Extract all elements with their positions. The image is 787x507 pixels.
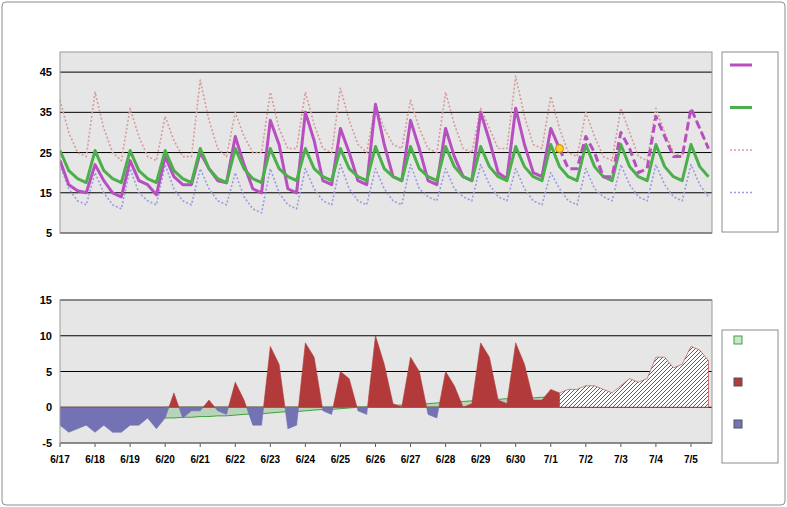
x-tick-label: 6/17 xyxy=(50,454,70,465)
x-tick xyxy=(305,443,306,447)
grid-line xyxy=(60,72,712,73)
x-tick-label: 6/23 xyxy=(261,454,281,465)
x-tick xyxy=(200,443,201,447)
below-area-group xyxy=(60,407,560,432)
above-area xyxy=(60,336,560,408)
x-tick xyxy=(445,443,446,447)
y-tick-label: 0 xyxy=(46,401,52,413)
y-tick-label: 35 xyxy=(40,106,52,118)
y-tick-label: 25 xyxy=(40,147,52,159)
x-tick xyxy=(480,443,481,447)
y-tick-label: 15 xyxy=(40,294,52,306)
y-tick-label: 10 xyxy=(40,330,52,342)
x-tick xyxy=(550,443,551,447)
x-tick xyxy=(515,443,516,447)
legend-swatch xyxy=(734,336,742,344)
x-tick-label: 6/29 xyxy=(471,454,491,465)
x-tick xyxy=(235,443,236,447)
x-tick xyxy=(585,443,586,447)
y-tick-label: 5 xyxy=(46,366,52,378)
x-tick-label: 7/3 xyxy=(614,454,628,465)
x-tick-label: 6/20 xyxy=(155,454,175,465)
x-tick-label: 6/22 xyxy=(226,454,246,465)
y-tick-label: 15 xyxy=(40,187,52,199)
legend-swatch xyxy=(734,420,742,428)
series-line xyxy=(560,108,709,176)
below-area xyxy=(60,407,560,432)
x-tick xyxy=(270,443,271,447)
y-tick-label: 5 xyxy=(46,227,52,239)
current-point xyxy=(556,145,564,153)
x-tick-label: 6/21 xyxy=(190,454,210,465)
x-tick-label: 6/28 xyxy=(436,454,456,465)
plot-background xyxy=(60,52,712,233)
x-tick-label: 6/27 xyxy=(401,454,421,465)
y-tick-label: -5 xyxy=(42,437,52,449)
x-tick-label: 7/1 xyxy=(544,454,558,465)
chart-canvas: 5 15 25 35 45 -5 0 5 10 15 6/17 6/18 6/19 6/20 6/21 6/2… xyxy=(0,0,787,507)
above-area-group xyxy=(60,336,560,408)
x-tick-label: 6/24 xyxy=(296,454,316,465)
x-tick xyxy=(95,443,96,447)
legend-box xyxy=(722,52,778,232)
grid-line xyxy=(60,335,712,336)
plot-frame xyxy=(60,300,712,443)
x-tick xyxy=(655,443,656,447)
series-line xyxy=(60,104,560,197)
plot-background xyxy=(60,300,712,443)
x-tick-label: 7/2 xyxy=(579,454,593,465)
x-tick-label: 6/26 xyxy=(366,454,386,465)
x-tick xyxy=(410,443,411,447)
legend-swatch xyxy=(730,106,752,109)
legend-swatch xyxy=(730,192,752,194)
x-tick xyxy=(620,443,621,447)
legend-swatch xyxy=(734,378,742,386)
forecast-area xyxy=(560,346,709,407)
x-tick xyxy=(130,443,131,447)
outer-frame xyxy=(2,2,785,505)
x-tick-label: 7/5 xyxy=(684,454,698,465)
x-tick-label: 6/25 xyxy=(331,454,351,465)
plot-marks xyxy=(60,76,708,213)
x-tick-label: 6/19 xyxy=(120,454,140,465)
grid-line xyxy=(60,112,712,113)
legend-swatch xyxy=(730,64,752,67)
plot-frame xyxy=(60,52,712,233)
x-tick-label: 6/30 xyxy=(506,454,526,465)
x-tick xyxy=(690,443,691,447)
legend-box xyxy=(722,330,778,463)
x-tick xyxy=(165,443,166,447)
legend-swatch xyxy=(730,149,752,151)
x-tick xyxy=(340,443,341,447)
x-tick xyxy=(60,443,61,447)
x-tick-label: 7/4 xyxy=(649,454,663,465)
x-tick-label: 6/18 xyxy=(85,454,105,465)
plot-marks xyxy=(60,336,708,433)
y-tick-label: 45 xyxy=(40,66,52,78)
x-tick xyxy=(375,443,376,447)
